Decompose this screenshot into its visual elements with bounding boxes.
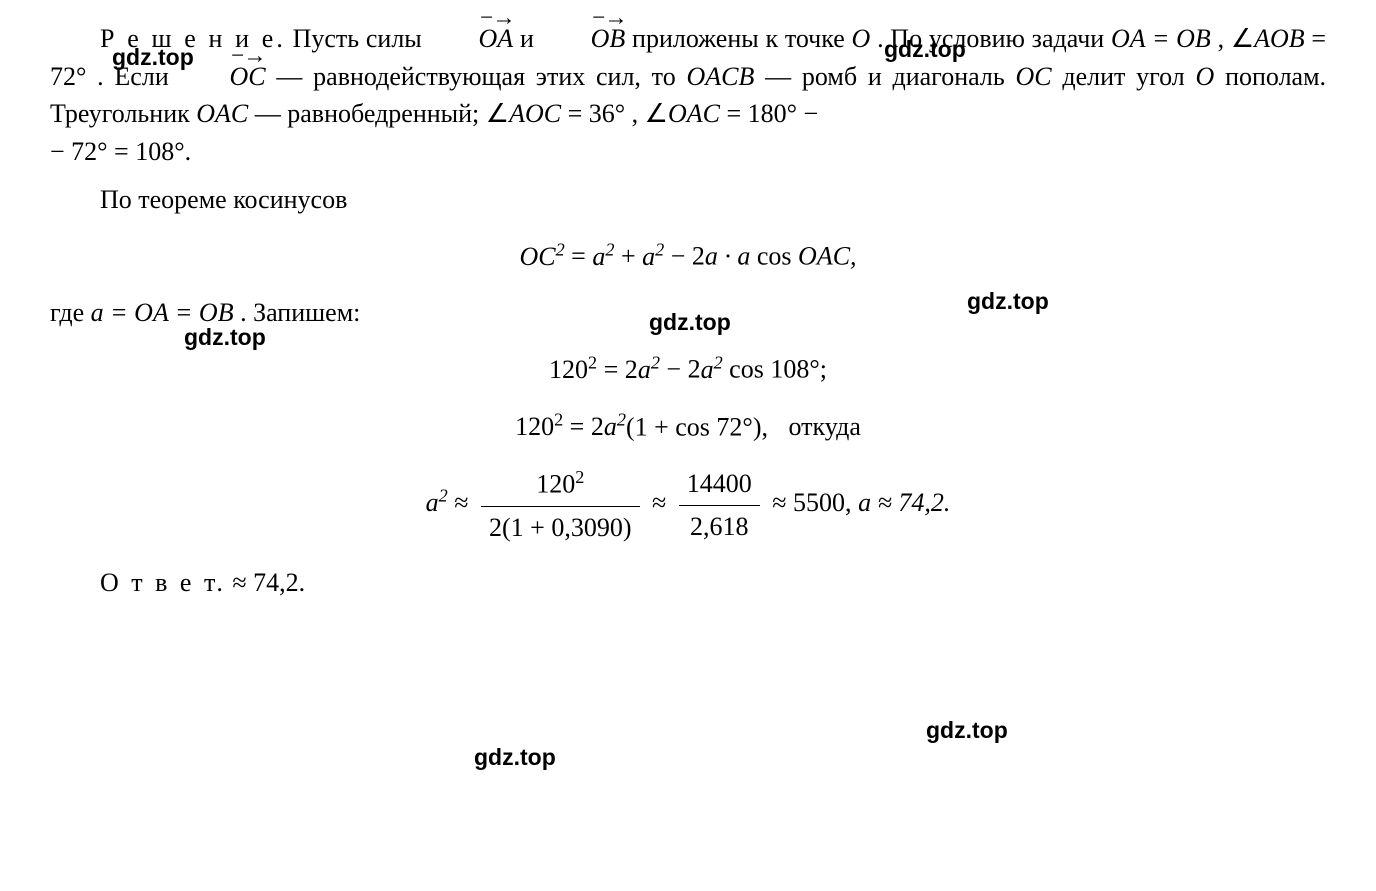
var-OACB: OACB — [686, 62, 754, 91]
vector-OB: −→ OB — [541, 20, 626, 58]
cos-label: cos — [757, 242, 798, 271]
text: — равнодействующая этих сил, то — [276, 62, 686, 91]
text: , — [1218, 24, 1231, 53]
text: приложены к точке — [632, 24, 852, 53]
whence: откуда — [788, 412, 860, 441]
answer-line: О т в е т. ≈ 74,2. — [50, 564, 1326, 602]
equation-cosines: OC2 = a2 + a2 − 2a · a cos OAC, — [50, 236, 1326, 275]
numerator: 1202 — [481, 464, 639, 506]
arrow-icon: −→ — [180, 45, 266, 68]
eq-term: a2 — [592, 242, 614, 271]
approx: ≈ — [652, 488, 673, 517]
text: . Если — [97, 62, 179, 91]
approx: ≈ — [454, 488, 475, 517]
text: , — [632, 99, 645, 128]
cosines-intro: По теореме косинусов — [50, 181, 1326, 219]
solution-paragraph: Р е ш е н и е. Пусть силы −→ OA и −→ OB … — [50, 20, 1326, 171]
fraction-1: 1202 2(1 + 0,3090) — [481, 464, 639, 546]
equation-line3: 1202 = 2a2(1 + cos 72°), откуда — [50, 407, 1326, 446]
eq-op: − 2 — [671, 242, 705, 271]
eq-a: a = OA = OB — [91, 298, 234, 327]
angle-AOC: ∠AOC = 36° — [486, 99, 625, 128]
equation-line4: a2 ≈ 1202 2(1 + 0,3090) ≈ 14400 2,618 ≈ … — [50, 464, 1326, 546]
var-O: O — [852, 24, 871, 53]
text: . Запишем: — [240, 298, 360, 327]
text: и — [520, 24, 541, 53]
answer-label: О т в е т. — [100, 568, 226, 597]
denominator: 2,618 — [679, 506, 760, 546]
eq-op: = — [571, 242, 592, 271]
angle-OAC-cont: − 72° = 108° — [50, 137, 185, 166]
numerator: 14400 — [679, 465, 760, 506]
eq-term: a2 — [642, 242, 664, 271]
watermark: gdz.top — [474, 741, 556, 774]
text: — равнобедренный; — [255, 99, 486, 128]
approx-val: ≈ 5500, — [772, 488, 858, 517]
eq-term: a2 — [638, 355, 660, 384]
eq-op: − 2 — [666, 355, 700, 384]
eq-term: a2 — [701, 355, 723, 384]
eq-term: a2 — [604, 412, 626, 441]
var-OAC: OAC — [196, 99, 248, 128]
cos-term: cos 108°; — [729, 355, 827, 384]
eq-lhs: OC2 — [519, 242, 564, 271]
text: где — [50, 298, 91, 327]
vector-OC: −→ OC — [180, 58, 266, 96]
eq-term: 1202 = 2 — [549, 355, 638, 384]
equation-line2: 1202 = 2a2 − 2a2 cos 108°; — [50, 349, 1326, 388]
cos-arg: OAC, — [798, 242, 857, 271]
var-O: O — [1196, 62, 1215, 91]
eq-OA-OB: OA = OB — [1111, 24, 1211, 53]
where-line: где a = OA = OB . Запишем: — [50, 294, 1326, 332]
arrow-icon: −→ — [541, 7, 626, 30]
answer-value: ≈ 74,2. — [232, 568, 305, 597]
eq-term: 1202 = 2 — [515, 412, 604, 441]
text: . — [185, 137, 192, 166]
eq-term: a · a — [705, 242, 757, 271]
var-OC: OC — [1015, 62, 1051, 91]
watermark: gdz.top — [926, 714, 1008, 747]
text: Пусть силы — [293, 24, 429, 53]
angle-OAC: ∠OAC = 180° − — [645, 99, 819, 128]
eq-op: + — [621, 242, 642, 271]
eq-result: a ≈ 74,2. — [858, 488, 950, 517]
denominator: 2(1 + 0,3090) — [481, 507, 639, 547]
text: делит угол — [1062, 62, 1195, 91]
text: . По условию задачи — [877, 24, 1111, 53]
fraction-2: 14400 2,618 — [679, 465, 760, 545]
arrow-icon: −→ — [429, 7, 514, 30]
text: — ромб и диагональ — [765, 62, 1015, 91]
vector-OA: −→ OA — [429, 20, 514, 58]
paren: (1 + cos 72°), — [626, 412, 768, 441]
eq-lhs: a2 — [426, 488, 448, 517]
